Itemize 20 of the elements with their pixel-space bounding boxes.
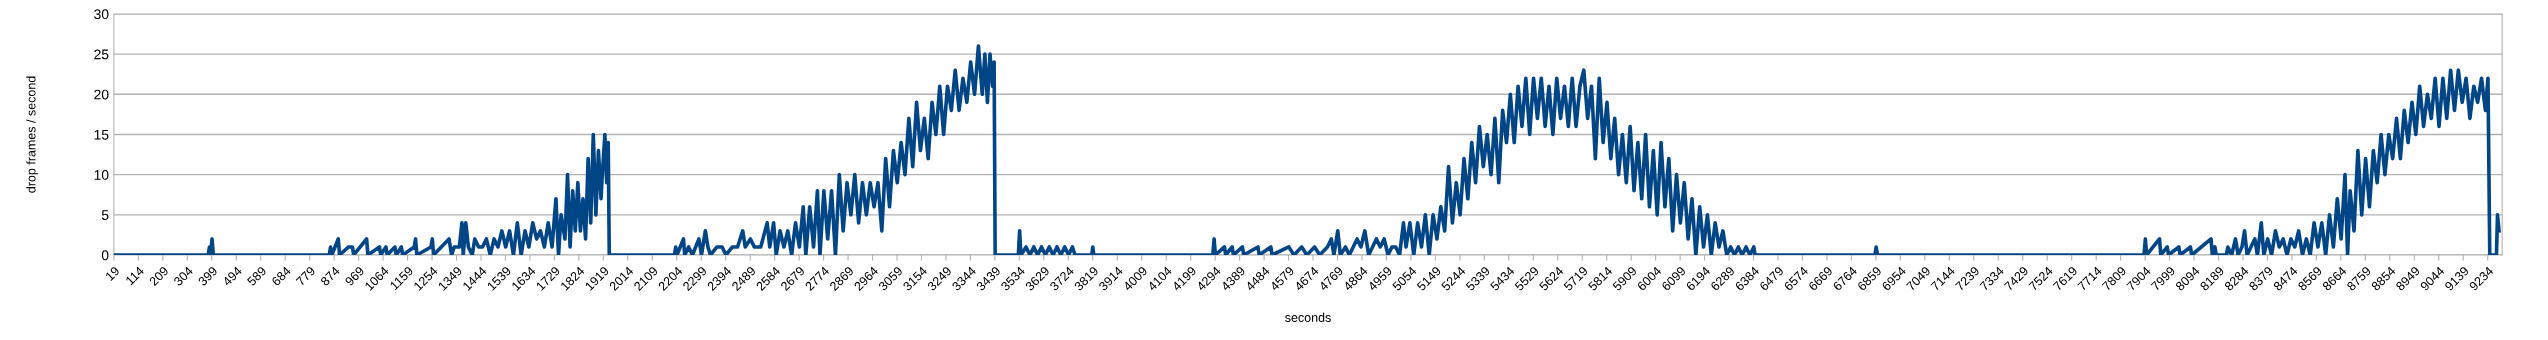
x-tick-label: 874 <box>320 265 341 287</box>
x-tick-label: 114 <box>125 266 145 286</box>
x-tick-label: 399 <box>197 266 218 287</box>
y-tick-label: 30 <box>94 9 109 20</box>
x-tick-label: 684 <box>271 265 292 287</box>
x-tick-label: 969 <box>344 266 365 287</box>
y-tick-label: 5 <box>101 210 109 220</box>
x-tick-label: 19 <box>104 266 120 282</box>
x-tick-label: 494 <box>221 265 243 287</box>
x-tick-label: 209 <box>148 266 169 287</box>
x-axis-title: seconds <box>1285 312 1331 322</box>
x-tick-label: 589 <box>246 266 267 287</box>
y-tick-label: 0 <box>101 250 109 261</box>
y-axis-title: drop frames / second <box>26 76 39 193</box>
x-tick-label: 304 <box>173 265 194 287</box>
y-tick-label: 20 <box>94 89 109 100</box>
y-tick-label: 25 <box>94 49 109 60</box>
y-tick-label: 10 <box>94 169 109 180</box>
y-tick-label: 15 <box>94 129 109 140</box>
x-tick-label: 779 <box>295 266 316 287</box>
